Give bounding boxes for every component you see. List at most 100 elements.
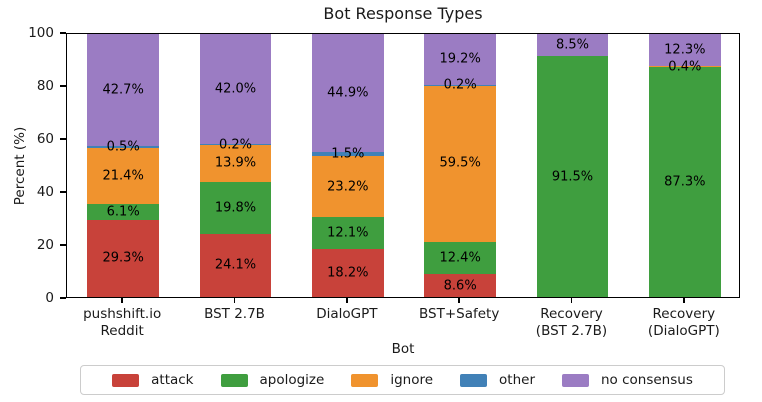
legend-label: no consensus <box>601 372 693 388</box>
bar-segment-attack <box>311 249 384 297</box>
bar-segment-no-consensus <box>199 34 272 145</box>
bar-segment-value: 23.2% <box>327 179 369 195</box>
x-tick-mark <box>570 298 573 303</box>
bar-segment-no-consensus <box>311 34 384 153</box>
bar-segment-value: 0.2% <box>218 137 252 153</box>
legend-label: other <box>499 372 535 388</box>
stacked-bar: 8.6% 12.4% 59.5% 0.2% 19.2% <box>424 34 497 297</box>
y-tick-mark <box>60 85 66 87</box>
legend: attack apologize ignore other no consensus <box>80 365 725 395</box>
bar-segment-value: 87.3% <box>664 174 706 190</box>
bar-segment-value: 42.0% <box>214 81 257 97</box>
bar-segment-value: 24.1% <box>214 257 257 273</box>
y-tick-label: 80 <box>36 78 54 94</box>
bar-segment-apologize <box>424 241 497 275</box>
bar-segment-apologize <box>648 67 721 297</box>
bar-segment-value: 0.2% <box>443 77 477 93</box>
x-tick-label: pushshift.io Reddit <box>83 306 162 339</box>
stacked-bar: 24.1% 19.8% 13.9% 0.2% 42.0% <box>199 34 272 297</box>
bar-segment-no-consensus <box>87 34 160 147</box>
stacked-bar: 91.5% 8.5% <box>536 34 609 297</box>
x-tick-mark <box>683 298 685 303</box>
y-tick-label: 40 <box>36 184 54 200</box>
bar-segment-apologize <box>536 56 609 297</box>
legend-swatch-ignore <box>351 373 379 387</box>
bar-segment-ignore <box>311 156 384 218</box>
bar-segment-attack <box>199 233 272 297</box>
legend-item-other: other <box>460 372 535 388</box>
y-tick-label: 20 <box>36 237 54 253</box>
legend-swatch-attack <box>112 373 140 387</box>
legend-swatch-no-consensus <box>562 373 589 387</box>
bar-segment-ignore <box>199 145 272 182</box>
y-tick-mark <box>60 297 66 299</box>
x-axis-label: Bot <box>391 341 415 357</box>
bar-segment-value: 12.1% <box>327 225 369 241</box>
bar-segment-value: 8.5% <box>555 37 589 53</box>
bar-segment-value: 13.9% <box>214 155 257 171</box>
legend-item-attack: attack <box>112 372 194 388</box>
x-tick-label: Recovery (DialoGPT) <box>647 306 720 339</box>
legend-item-ignore: ignore <box>351 372 433 388</box>
bar-segment-other <box>424 84 497 86</box>
y-tick-label: 100 <box>28 25 54 41</box>
y-tick-label: 60 <box>36 131 54 147</box>
bar-segment-other <box>311 152 384 157</box>
bar-segment-value: 12.4% <box>439 250 481 266</box>
bar-segment-value: 12.3% <box>664 42 706 58</box>
stacked-bar: 29.3% 6.1% 21.4% 0.5% 42.7% <box>87 34 160 297</box>
bar-segment-ignore <box>87 147 160 204</box>
y-tick-mark <box>60 244 66 246</box>
legend-swatch-other <box>460 373 488 387</box>
legend-item-no-consensus: no consensus <box>562 372 693 388</box>
legend-item-apologize: apologize <box>220 372 325 388</box>
bar-segment-value: 42.7% <box>102 82 144 98</box>
x-tick-label: BST+Safety <box>418 306 500 322</box>
bar-segment-other <box>199 144 272 145</box>
x-tick-label: DialoGPT <box>316 306 378 322</box>
bar-segment-apologize <box>311 217 384 250</box>
y-tick-mark <box>60 191 66 193</box>
legend-label: ignore <box>390 372 434 388</box>
x-tick-mark <box>121 298 123 303</box>
y-tick-mark <box>60 138 66 140</box>
bar-segment-no-consensus <box>424 34 497 85</box>
bar-segment-no-consensus <box>536 34 609 57</box>
bar-segment-apologize <box>199 181 272 234</box>
bar-segment-ignore <box>648 66 721 68</box>
bar-segment-value: 59.5% <box>439 155 481 171</box>
bar-segment-value: 44.9% <box>327 85 369 101</box>
bar-segment-apologize <box>87 203 160 220</box>
chart-title: Bot Response Types <box>323 4 483 23</box>
bar-segment-value: 19.2% <box>439 51 481 67</box>
stacked-bar: 87.3% 0.4% 12.3% <box>648 34 721 297</box>
bar-segment-value: 1.5% <box>331 146 365 162</box>
y-tick-label: 0 <box>45 290 54 306</box>
x-tick-label: Recovery (BST 2.7B) <box>535 306 608 339</box>
x-tick-mark <box>346 298 348 303</box>
bar-segment-attack <box>424 274 497 297</box>
legend-label: apologize <box>259 372 325 388</box>
bar-segment-value: 6.1% <box>106 204 140 220</box>
plot-area: 29.3% 6.1% 21.4% 0.5% 42.7% 24.1% 19.8% 13.9% 0.… <box>66 33 740 298</box>
bar-segment-value: 8.6% <box>443 278 477 294</box>
y-tick-mark <box>60 32 66 34</box>
x-tick-label: BST 2.7B <box>204 306 265 322</box>
legend-label: attack <box>151 372 194 388</box>
bar-segment-other <box>87 146 160 148</box>
bar-segment-value: 21.4% <box>102 168 144 184</box>
stacked-bar: 18.2% 12.1% 23.2% 1.5% 44.9% <box>311 34 384 297</box>
bar-segment-attack <box>87 219 160 297</box>
bar-segment-value: 91.5% <box>551 169 594 185</box>
bar-segment-value: 29.3% <box>102 250 144 266</box>
bar-segment-ignore <box>424 85 497 242</box>
bar-segment-value: 19.8% <box>214 200 257 216</box>
legend-swatch-apologize <box>220 373 248 387</box>
x-tick-mark <box>233 298 236 303</box>
bar-segment-value: 0.5% <box>106 139 140 155</box>
bar-segment-value: 0.4% <box>668 59 702 75</box>
bar-segment-no-consensus <box>648 34 721 67</box>
x-tick-mark <box>458 298 460 303</box>
bar-segment-value: 18.2% <box>327 265 369 281</box>
